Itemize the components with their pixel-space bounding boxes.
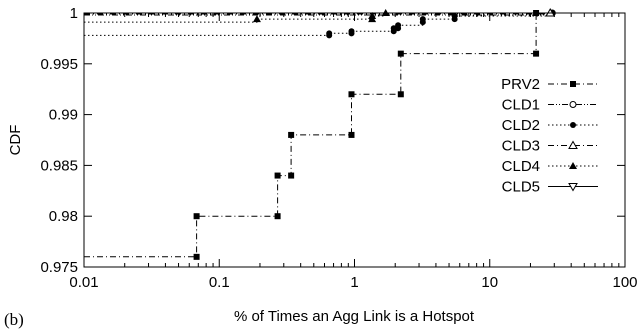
data-point-prv2 — [274, 213, 281, 220]
data-point-cld2 — [326, 30, 333, 37]
data-point-cld2 — [348, 28, 355, 35]
panel-label: (b) — [4, 310, 24, 329]
data-point-cld2 — [395, 22, 402, 29]
legend-entry-cld1: CLD1 — [502, 97, 598, 114]
x-tick-label: 100 — [612, 274, 637, 291]
series-line-cld2 — [84, 13, 553, 36]
series-layer — [84, 7, 625, 260]
legend-label: CLD1 — [502, 97, 540, 114]
legend: PRV2 CLD1 CLD2 CLD3 CLD4 CLD5 — [501, 76, 598, 196]
data-point-prv2 — [274, 172, 281, 179]
data-point-cld2 — [419, 16, 426, 23]
legend-entry-cld5: CLD5 — [502, 179, 598, 196]
data-point-prv2 — [348, 91, 355, 98]
series-prv2 — [84, 10, 555, 260]
data-point-prv2 — [193, 213, 200, 220]
x-tick-label: 0.01 — [69, 274, 98, 291]
data-point-cld2 — [451, 13, 458, 20]
legend-label: CLD3 — [502, 138, 540, 155]
series-line-cld1 — [84, 13, 553, 16]
axis-ticks: 0.01 0.1 1 10 100 0.975 0.98 0.985 0.99 0.995 1 — [40, 5, 637, 291]
data-point-prv2 — [288, 172, 295, 179]
x-axis-label: % of Times an Agg Link is a Hotspot — [234, 308, 475, 325]
y-tick-label: 1 — [70, 5, 78, 22]
legend-marker — [568, 183, 578, 192]
legend-label: CLD4 — [502, 158, 540, 175]
y-axis-label: CDF — [7, 125, 24, 156]
y-tick-label: 0.99 — [49, 107, 78, 124]
x-tick-label: 10 — [481, 274, 498, 291]
data-point-cld4 — [252, 15, 261, 23]
y-tick-label: 0.995 — [40, 56, 78, 73]
x-tick-label: 0.1 — [209, 274, 230, 291]
y-tick-label: 0.98 — [49, 208, 78, 225]
data-point-prv2 — [533, 50, 540, 57]
plot-area-frame — [83, 12, 626, 268]
data-point-prv2 — [348, 131, 355, 138]
legend-entry-cld2: CLD2 — [502, 117, 598, 134]
data-point-prv2 — [288, 131, 295, 138]
legend-marker — [570, 81, 576, 87]
legend-entry-cld3: CLD3 — [502, 138, 598, 155]
legend-marker — [570, 122, 576, 128]
legend-marker — [569, 162, 577, 169]
legend-entry-cld4: CLD4 — [502, 158, 598, 175]
x-tick-label: 1 — [350, 274, 358, 291]
data-point-prv2 — [397, 50, 404, 57]
data-point-cld2 — [390, 25, 397, 32]
data-point-prv2 — [193, 253, 200, 260]
data-point-cld4 — [368, 12, 377, 20]
y-tick-label: 0.985 — [40, 157, 78, 174]
legend-marker — [568, 140, 578, 149]
series-line-prv2 — [84, 12, 555, 258]
legend-marker — [569, 101, 577, 108]
legend-label: CLD5 — [502, 179, 540, 196]
legend-label: PRV2 — [501, 76, 540, 93]
series-cld4 — [84, 9, 553, 23]
legend-entry-prv2: PRV2 — [501, 76, 598, 93]
data-point-prv2 — [397, 91, 404, 98]
legend-label: CLD2 — [502, 117, 540, 134]
y-tick-label: 0.975 — [40, 259, 78, 276]
